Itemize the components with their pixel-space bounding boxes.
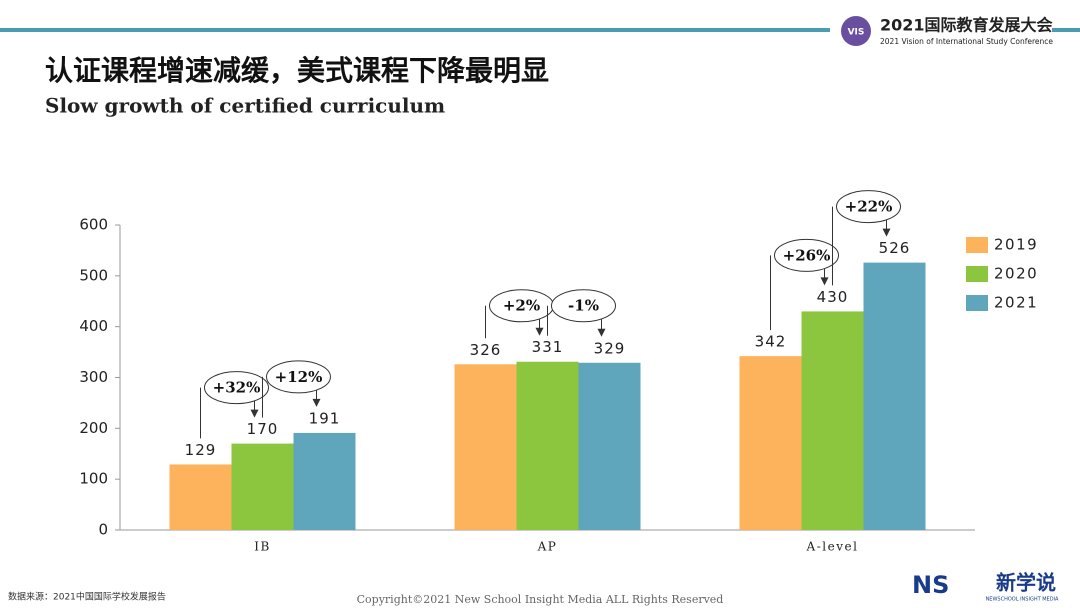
x-tick-label: AP [537,540,558,554]
top-stripe [1052,28,1080,32]
y-tick-label: 400 [79,317,108,335]
arrow-head [535,327,544,336]
chart-subtitle: Slow growth of certified curriculum [45,94,445,118]
bar [454,364,517,530]
bar [169,464,232,530]
arrow-head [250,409,259,418]
source: 数据来源：2021中国国际学校发展报告 [8,591,166,603]
legend-swatch [966,295,988,311]
annotation-ellipse [836,190,901,224]
brand: NS [912,571,949,599]
arrow-head [312,398,321,407]
x-tick-label: A-level [806,540,859,554]
annotation-ellipse [551,289,616,323]
bar [863,262,926,530]
bar [578,362,641,530]
value-label: 170 [247,420,279,438]
annotation: +32% [213,379,261,397]
y-tick-label: 100 [79,470,108,488]
annotation: +2% [503,297,540,315]
copyright: Copyright©2021 New School Insight Media … [357,593,724,606]
bar [231,443,294,530]
annotation: +12% [275,368,323,386]
value-label: 191 [309,409,341,427]
value-label: 526 [879,239,911,257]
legend-label: 2019 [994,236,1038,254]
legend-swatch [966,237,988,253]
top-stripe [0,28,830,32]
logo-text: VIS [848,28,865,38]
annotation-ellipse [266,360,331,394]
value-label: 326 [470,341,502,359]
legend-label: 2021 [994,294,1038,312]
annotation-ellipse [774,238,839,272]
bar [801,311,864,530]
conference: 2021国际教育发展大会 [880,16,1053,35]
annotation: +22% [845,198,893,216]
brand-en: NEWSCHOOL INSIGHT MEDIA [986,597,1059,603]
conference-en: 2021 Vision of International Study Confe… [880,37,1053,46]
value-label: 331 [532,338,564,356]
y-tick-label: 500 [79,266,108,284]
arrow-head [597,328,606,337]
legend-label: 2020 [994,265,1038,283]
annotation: +26% [783,246,831,264]
bar [293,432,356,530]
brand-cn: 新学说 [996,571,1056,595]
value-label: 430 [817,288,849,306]
x-tick-label: IB [254,540,271,554]
value-label: 342 [755,333,787,351]
bar [739,356,802,530]
annotation-ellipse [204,371,269,405]
y-tick-label: 0 [98,521,108,539]
arrow-head [882,228,891,237]
y-tick-label: 300 [79,368,108,386]
y-tick-label: 200 [79,419,108,437]
arrow-head [820,277,829,286]
annotation: -1% [568,297,599,315]
value-label: 129 [185,441,217,459]
chart-title: 认证课程增速减缓，美式课程下降最明显 [45,54,549,87]
logo-mark [841,16,871,46]
legend-swatch [966,266,988,282]
y-tick-label: 600 [79,216,108,234]
bar [516,361,579,530]
value-label: 329 [594,339,626,357]
